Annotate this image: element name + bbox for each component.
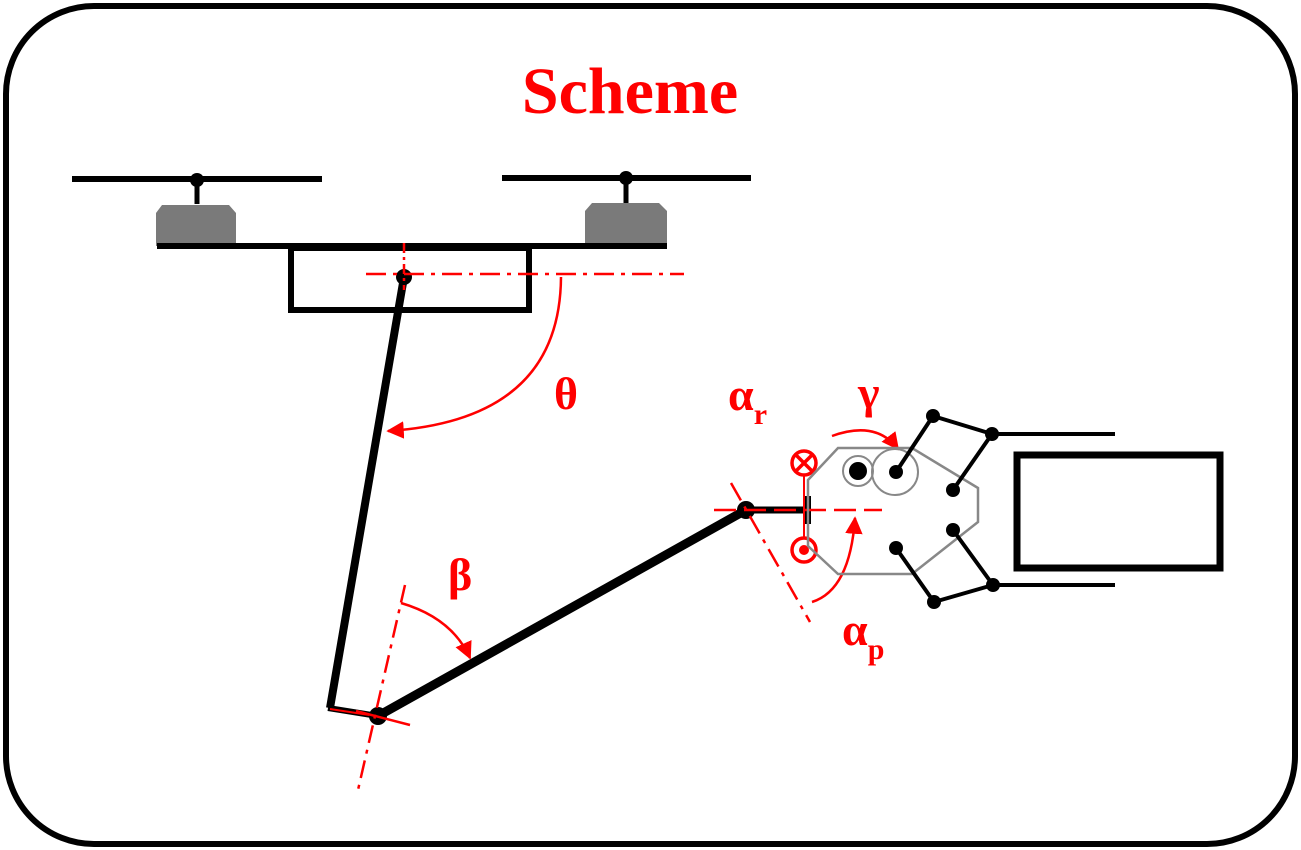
beta-label: β — [448, 549, 472, 600]
alpha-p-label: αp — [842, 604, 884, 666]
diagram-title: Scheme — [522, 55, 738, 128]
beta-arc — [400, 601, 472, 660]
alpha-p-sub: p — [868, 633, 885, 666]
gamma-label: γ — [857, 367, 880, 418]
right-motor — [585, 203, 667, 246]
theta-arc — [386, 276, 563, 439]
gripper-center-pivot — [849, 462, 867, 480]
grasped-object — [1013, 451, 1224, 572]
circle-cross-icon — [790, 449, 818, 477]
theta-label: θ — [554, 368, 578, 419]
alpha-r-sub: r — [754, 398, 767, 431]
left-propeller-hub — [190, 173, 204, 187]
elbow-ref-cross — [355, 709, 411, 727]
wrist-inclined-ref — [729, 482, 812, 623]
circle-dot-icon — [790, 536, 818, 564]
reference-lines — [355, 243, 882, 791]
left-motor — [156, 205, 236, 246]
gripper-gear-right — [871, 448, 919, 496]
right-propeller-hub — [619, 171, 633, 185]
gamma-arc — [831, 429, 900, 451]
diagram-frame — [3, 3, 1298, 847]
alpha-r-label: αr — [728, 369, 767, 431]
alpha-r-base: α — [728, 369, 754, 420]
link-1 — [326, 276, 408, 709]
gripper — [806, 409, 1115, 609]
alpha-p-base: α — [842, 604, 868, 655]
link-2 — [375, 506, 749, 720]
